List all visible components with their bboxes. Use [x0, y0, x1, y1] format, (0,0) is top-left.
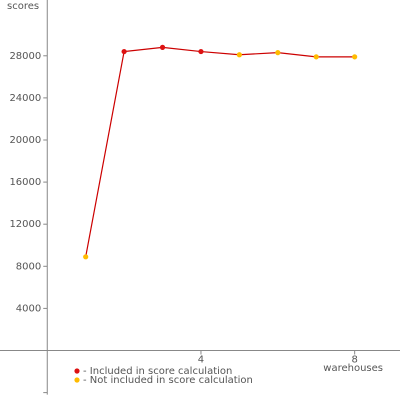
y-tick-label: 12000: [9, 219, 41, 230]
x-axis-label: warehouses: [323, 363, 383, 374]
data-point: [159, 44, 166, 50]
data-point: [236, 52, 242, 58]
y-tick-label: 24000: [9, 93, 41, 104]
x-tick-label: 4: [198, 354, 204, 365]
legend-marker: [74, 368, 80, 374]
data-point: [198, 48, 204, 55]
y-tick-label: 16000: [9, 177, 41, 188]
data-point: [352, 54, 358, 60]
legend-label: - Not included in score calculation: [83, 375, 253, 386]
y-tick-label: 20000: [9, 135, 41, 146]
data-point: [313, 54, 319, 60]
y-tick-label: 4000: [16, 303, 41, 314]
line: [85, 46, 355, 257]
y-tick-label: 28000: [9, 51, 41, 62]
legend-label: - Included in score calculation: [83, 366, 232, 377]
x-tick-label: 8: [351, 354, 357, 365]
data-point: [275, 50, 281, 56]
y-axis-label: scores: [7, 1, 39, 12]
data-point: [83, 254, 89, 260]
y-tick-label: 8000: [16, 261, 41, 272]
data-point: [121, 48, 127, 55]
legend-marker: [74, 377, 80, 383]
